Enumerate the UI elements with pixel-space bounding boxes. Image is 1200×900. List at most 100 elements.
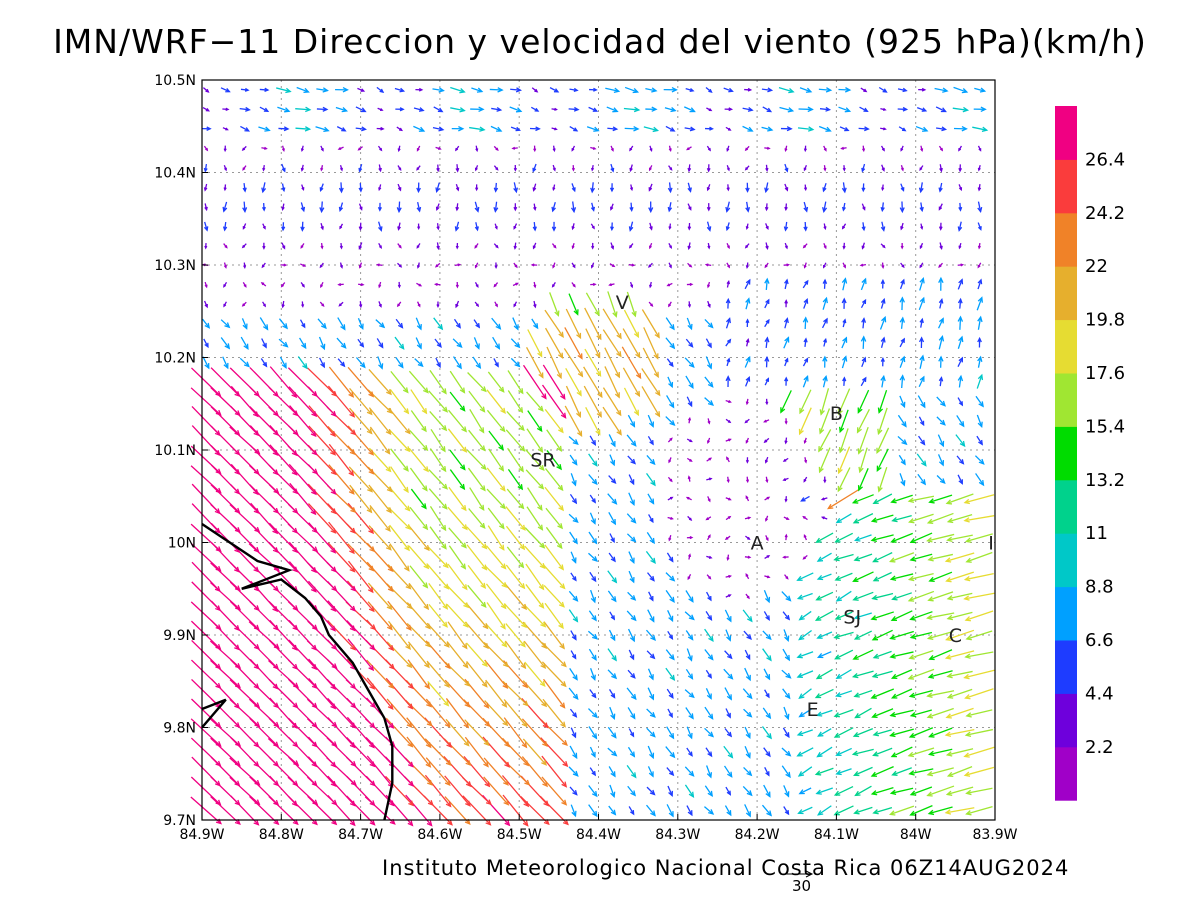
wind-vector [349,484,373,514]
wind-vector [799,389,812,415]
lat-tick-label: 10.3N [154,258,196,274]
wind-vector [623,106,641,113]
wind-vector [687,203,692,211]
wind-vector [957,263,965,267]
wind-vector [823,476,827,484]
wind-vector [449,469,466,491]
wind-vector [890,669,913,680]
wind-vector [428,603,448,628]
wind-vector [587,630,599,640]
wind-vector [837,446,851,475]
wind-vector [877,466,888,493]
wind-vector [609,706,616,721]
wind-vector [851,670,874,679]
wind-vector [563,348,584,378]
wind-vector [919,165,924,171]
wind-vector [833,708,854,718]
wind-vector [726,184,730,192]
wind-vector [822,278,828,289]
wind-vector [568,590,579,602]
wind-vector [833,727,854,738]
wind-vector [505,623,526,648]
wind-vector [413,107,425,112]
wind-vector [624,86,640,94]
wind-vector [725,574,732,578]
wind-vector [281,145,285,153]
wind-vector [467,584,487,608]
wind-vector [743,708,753,718]
wind-vector [486,545,507,570]
wind-vector [454,145,460,152]
wind-vector [532,163,537,173]
wind-vector [608,475,617,484]
wind-vector [571,282,576,288]
wind-vector [688,553,692,560]
wind-vector [890,532,913,543]
wind-vector [977,222,982,231]
wind-vector [816,573,832,581]
wind-vector [474,222,479,232]
wind-vector [645,87,658,93]
wind-vector [487,525,505,551]
wind-vector [935,106,947,113]
wind-vector [628,263,636,267]
wind-vector [784,278,789,290]
wind-vector [465,642,488,668]
legend-swatch [1055,479,1077,534]
wind-vector [797,126,815,132]
wind-vector [544,309,564,338]
wind-vector [919,262,924,269]
wind-vector [590,282,597,286]
wind-vector [764,277,770,290]
wind-vector [974,87,987,93]
wind-vector [822,201,828,214]
wind-vector [648,165,653,172]
wind-vector [429,506,447,532]
wind-vector [337,317,346,331]
wind-vector [953,125,968,132]
wind-vector [449,370,466,394]
wind-vector [316,106,329,112]
wind-vector [191,561,221,593]
wind-vector [549,87,560,93]
wind-vector [428,469,448,490]
wind-vector [591,242,595,250]
wind-vector [262,165,266,172]
wind-vector [976,435,983,446]
wind-vector [319,301,325,307]
wind-vector [928,494,953,504]
wind-vector [743,630,752,640]
wind-vector [926,767,954,777]
wind-vector [686,536,694,540]
wind-vector [818,125,832,132]
legend-label: 22 [1085,256,1108,277]
wind-vector [530,106,540,112]
wind-vector [872,552,893,563]
wind-vector [397,145,401,153]
wind-vector [744,355,751,368]
wind-vector [569,531,578,545]
wind-vector [320,281,324,289]
wind-vector [842,262,846,269]
wind-vector [823,337,828,347]
wind-vector [645,804,656,817]
wind-vector [725,297,731,309]
wind-vector [485,623,508,648]
wind-vector [339,165,343,172]
wind-vector [202,87,210,93]
wind-vector [387,620,411,650]
wind-vector [589,668,596,682]
wind-vector [957,221,963,232]
wind-vector [328,521,355,555]
wind-vector [745,262,749,269]
wind-vector [591,165,595,172]
wind-vector [210,737,241,767]
wind-vector [765,242,769,250]
wind-vector [202,356,210,370]
wind-vector [510,126,521,132]
wind-vector [815,532,834,543]
wind-vector [223,262,227,269]
wind-vector [861,163,866,173]
wind-vector [965,630,993,641]
wind-vector [796,651,814,659]
